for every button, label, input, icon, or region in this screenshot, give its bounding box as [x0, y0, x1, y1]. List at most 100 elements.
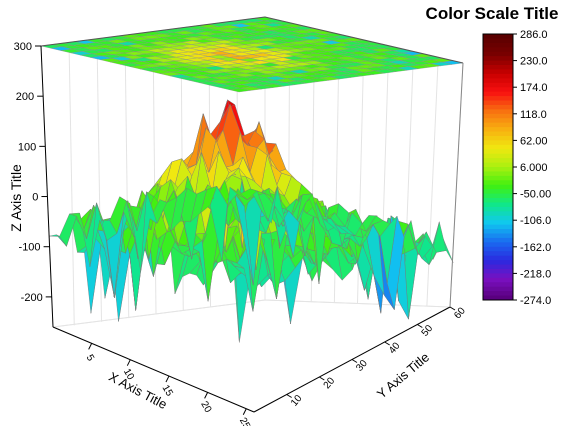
x-tick-mark	[165, 375, 170, 383]
colorbar-segment	[483, 158, 513, 164]
colorbar-segment	[483, 51, 513, 57]
colorbar-segment	[483, 65, 513, 70]
colorbar-segment	[483, 282, 513, 288]
colorbar-segment	[483, 82, 513, 88]
colorbar-segment	[483, 73, 513, 79]
colorbar-segment	[483, 260, 513, 266]
x-tick-label: 25	[237, 416, 252, 426]
z-tick-label: 0	[32, 192, 38, 204]
z-tick-label: -200	[21, 292, 43, 304]
x-tick-mark	[242, 408, 247, 415]
z-tick-label: -100	[19, 242, 41, 254]
y-tick-label: 10	[289, 393, 305, 409]
colorbar-segment	[483, 224, 513, 230]
colorbar-segment	[483, 96, 513, 101]
z-tick-label: 300	[14, 41, 32, 53]
x-tick-label: 5	[84, 353, 97, 364]
z-axis-line	[40, 45, 54, 328]
y-tick-mark	[351, 359, 358, 363]
y-tick-label: 20	[322, 375, 338, 391]
surface-patch	[49, 234, 67, 247]
z-tick-label: 100	[18, 141, 36, 153]
y-tick-mark	[286, 394, 292, 398]
y-tick-label: 40	[387, 340, 403, 356]
y-tick-mark	[417, 324, 423, 328]
colorbar-segment	[483, 78, 513, 84]
projection-cell	[229, 88, 251, 93]
colorbar-segment	[483, 255, 513, 261]
z-axis-title: Z Axis Title	[8, 164, 24, 232]
y-tick-label: 50	[420, 323, 436, 339]
colorbar-segment	[483, 109, 513, 115]
x-tick-label: 10	[121, 367, 136, 383]
y-tick-label: 60	[452, 305, 468, 321]
colorbar-segment	[483, 171, 513, 177]
y-tick-mark	[384, 341, 390, 346]
colorbar-tick-label: 6.000	[520, 162, 548, 174]
colorbar-segment	[483, 291, 513, 297]
box-edge-right	[449, 62, 464, 308]
colorbar-tick-label: -218.0	[520, 268, 551, 280]
colorbar-segment	[483, 60, 513, 66]
colorbar-segment	[483, 144, 513, 150]
x-axis-line	[52, 326, 255, 413]
colorbar-segment	[483, 233, 513, 239]
colorbar-segment	[483, 220, 513, 226]
x-tick-mark	[126, 359, 131, 366]
colorbar-segment	[483, 113, 513, 119]
wall-grid-line	[68, 42, 75, 326]
colorbar-tick-label: -50.00	[520, 189, 551, 201]
colorbar-segment	[483, 135, 513, 141]
x-tick-mark	[88, 343, 93, 350]
colorbar-segment	[483, 140, 513, 146]
colorbar-segment	[483, 149, 513, 155]
colorbar-segment	[483, 202, 513, 208]
x-tick-label: 15	[160, 383, 175, 399]
colorbar-segment	[483, 47, 513, 53]
colorbar-segment	[483, 104, 513, 110]
colorbar-segment	[483, 38, 513, 44]
x-tick-mark	[204, 392, 209, 399]
x-tick-label: 20	[198, 400, 213, 416]
colorbar-segment	[483, 206, 513, 212]
colorbar-segment	[483, 211, 513, 217]
colorbar-tick-label: -162.0	[520, 242, 551, 254]
y-tick-mark	[449, 306, 456, 311]
colorbar-segment	[483, 131, 513, 137]
z-tick-label: 200	[16, 91, 34, 103]
colorbar-segment	[483, 242, 513, 248]
colorbar-segment	[483, 295, 513, 301]
colorbar-tick-label: 118.0	[520, 109, 547, 121]
colorbar-segment	[483, 180, 513, 186]
colorbar-segment	[483, 162, 513, 168]
colorbar-tick-label: 230.0	[520, 56, 548, 68]
colorbar-segment	[483, 251, 513, 257]
colorbar-segment	[483, 229, 513, 234]
y-tick-label: 30	[354, 358, 370, 374]
colorbar-segment	[483, 100, 513, 106]
colorbar-segment	[483, 87, 513, 93]
colorbar-segment	[483, 175, 513, 181]
colorbar-segment	[483, 118, 513, 124]
colorbar-tick-label: -106.0	[520, 215, 551, 227]
colorbar-segment	[483, 91, 513, 97]
colorbar-segment	[483, 215, 513, 221]
colorbar-segment	[483, 56, 513, 62]
colorbar-tick-label: 174.0	[520, 82, 548, 94]
colorbar-segment	[483, 189, 513, 195]
colorbar-segment	[483, 264, 513, 270]
colorbar-segment	[483, 153, 513, 159]
colorbar-segment	[483, 69, 513, 75]
colorbar-segment	[483, 34, 513, 39]
wall-grid-line	[124, 35, 130, 319]
colorbar-segment	[483, 42, 513, 48]
wall-grid-line	[96, 38, 102, 322]
colorbar-segment	[483, 198, 513, 203]
colorbar-segment	[483, 268, 513, 274]
colorbar-segment	[483, 277, 513, 283]
colorbar-segment	[483, 237, 513, 243]
colorbar-tick-label: -274.0	[520, 295, 551, 307]
colorbar-segment	[483, 286, 513, 292]
y-tick-mark	[319, 376, 325, 381]
